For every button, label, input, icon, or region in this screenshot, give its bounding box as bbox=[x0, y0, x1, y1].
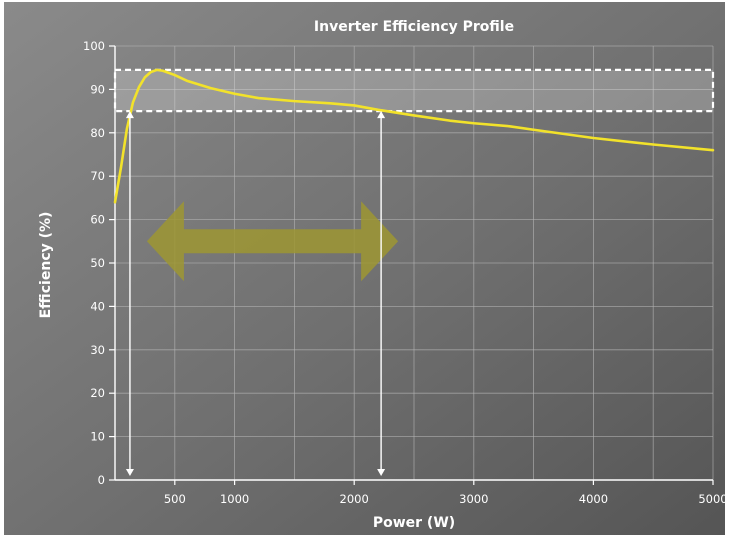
highlight-band bbox=[115, 69, 713, 112]
x-tick-label: 2000 bbox=[340, 492, 369, 506]
y-tick-label: 40 bbox=[90, 299, 105, 313]
x-tick-label: 500 bbox=[164, 492, 186, 506]
y-tick-label: 10 bbox=[90, 430, 105, 444]
x-tick-label: 1000 bbox=[220, 492, 249, 506]
grid bbox=[115, 45, 714, 480]
double-arrow bbox=[146, 201, 399, 282]
axes bbox=[109, 45, 714, 485]
range-marker-arrowhead-top bbox=[125, 111, 134, 119]
efficiency-curve bbox=[113, 68, 715, 204]
series-layer bbox=[113, 68, 715, 204]
y-axis-label: Efficiency (%) bbox=[38, 212, 54, 319]
y-tick-label: 100 bbox=[83, 39, 105, 53]
y-tick-label: 30 bbox=[90, 343, 105, 357]
tick-labels: 0 10 20 30 40 50 60 70 80 90 100 500 1000 2000 3000 400… bbox=[83, 39, 728, 506]
y-tick-label: 60 bbox=[90, 213, 105, 227]
highlight-band-layer bbox=[113, 68, 715, 113]
arrow-layer bbox=[146, 201, 399, 282]
y-tick-label: 80 bbox=[90, 126, 105, 140]
x-tick-label: 3000 bbox=[459, 492, 488, 506]
range-marker-arrowhead-bottom bbox=[125, 469, 134, 476]
x-axis-label: Power (W) bbox=[373, 515, 455, 531]
y-tick-label: 70 bbox=[90, 169, 105, 183]
y-tick-label: 50 bbox=[90, 256, 105, 270]
y-tick-label: 20 bbox=[90, 386, 105, 400]
range-marker-arrowhead-top bbox=[377, 111, 386, 119]
chart-title: Inverter Efficiency Profile bbox=[314, 19, 514, 35]
x-tick-label: 4000 bbox=[579, 492, 608, 506]
y-tick-label: 90 bbox=[90, 82, 105, 96]
y-tick-label: 0 bbox=[98, 473, 105, 487]
range-marker-arrowhead-bottom bbox=[377, 469, 386, 476]
range-marker-layer bbox=[125, 111, 386, 476]
x-tick-label: 5000 bbox=[698, 492, 727, 506]
